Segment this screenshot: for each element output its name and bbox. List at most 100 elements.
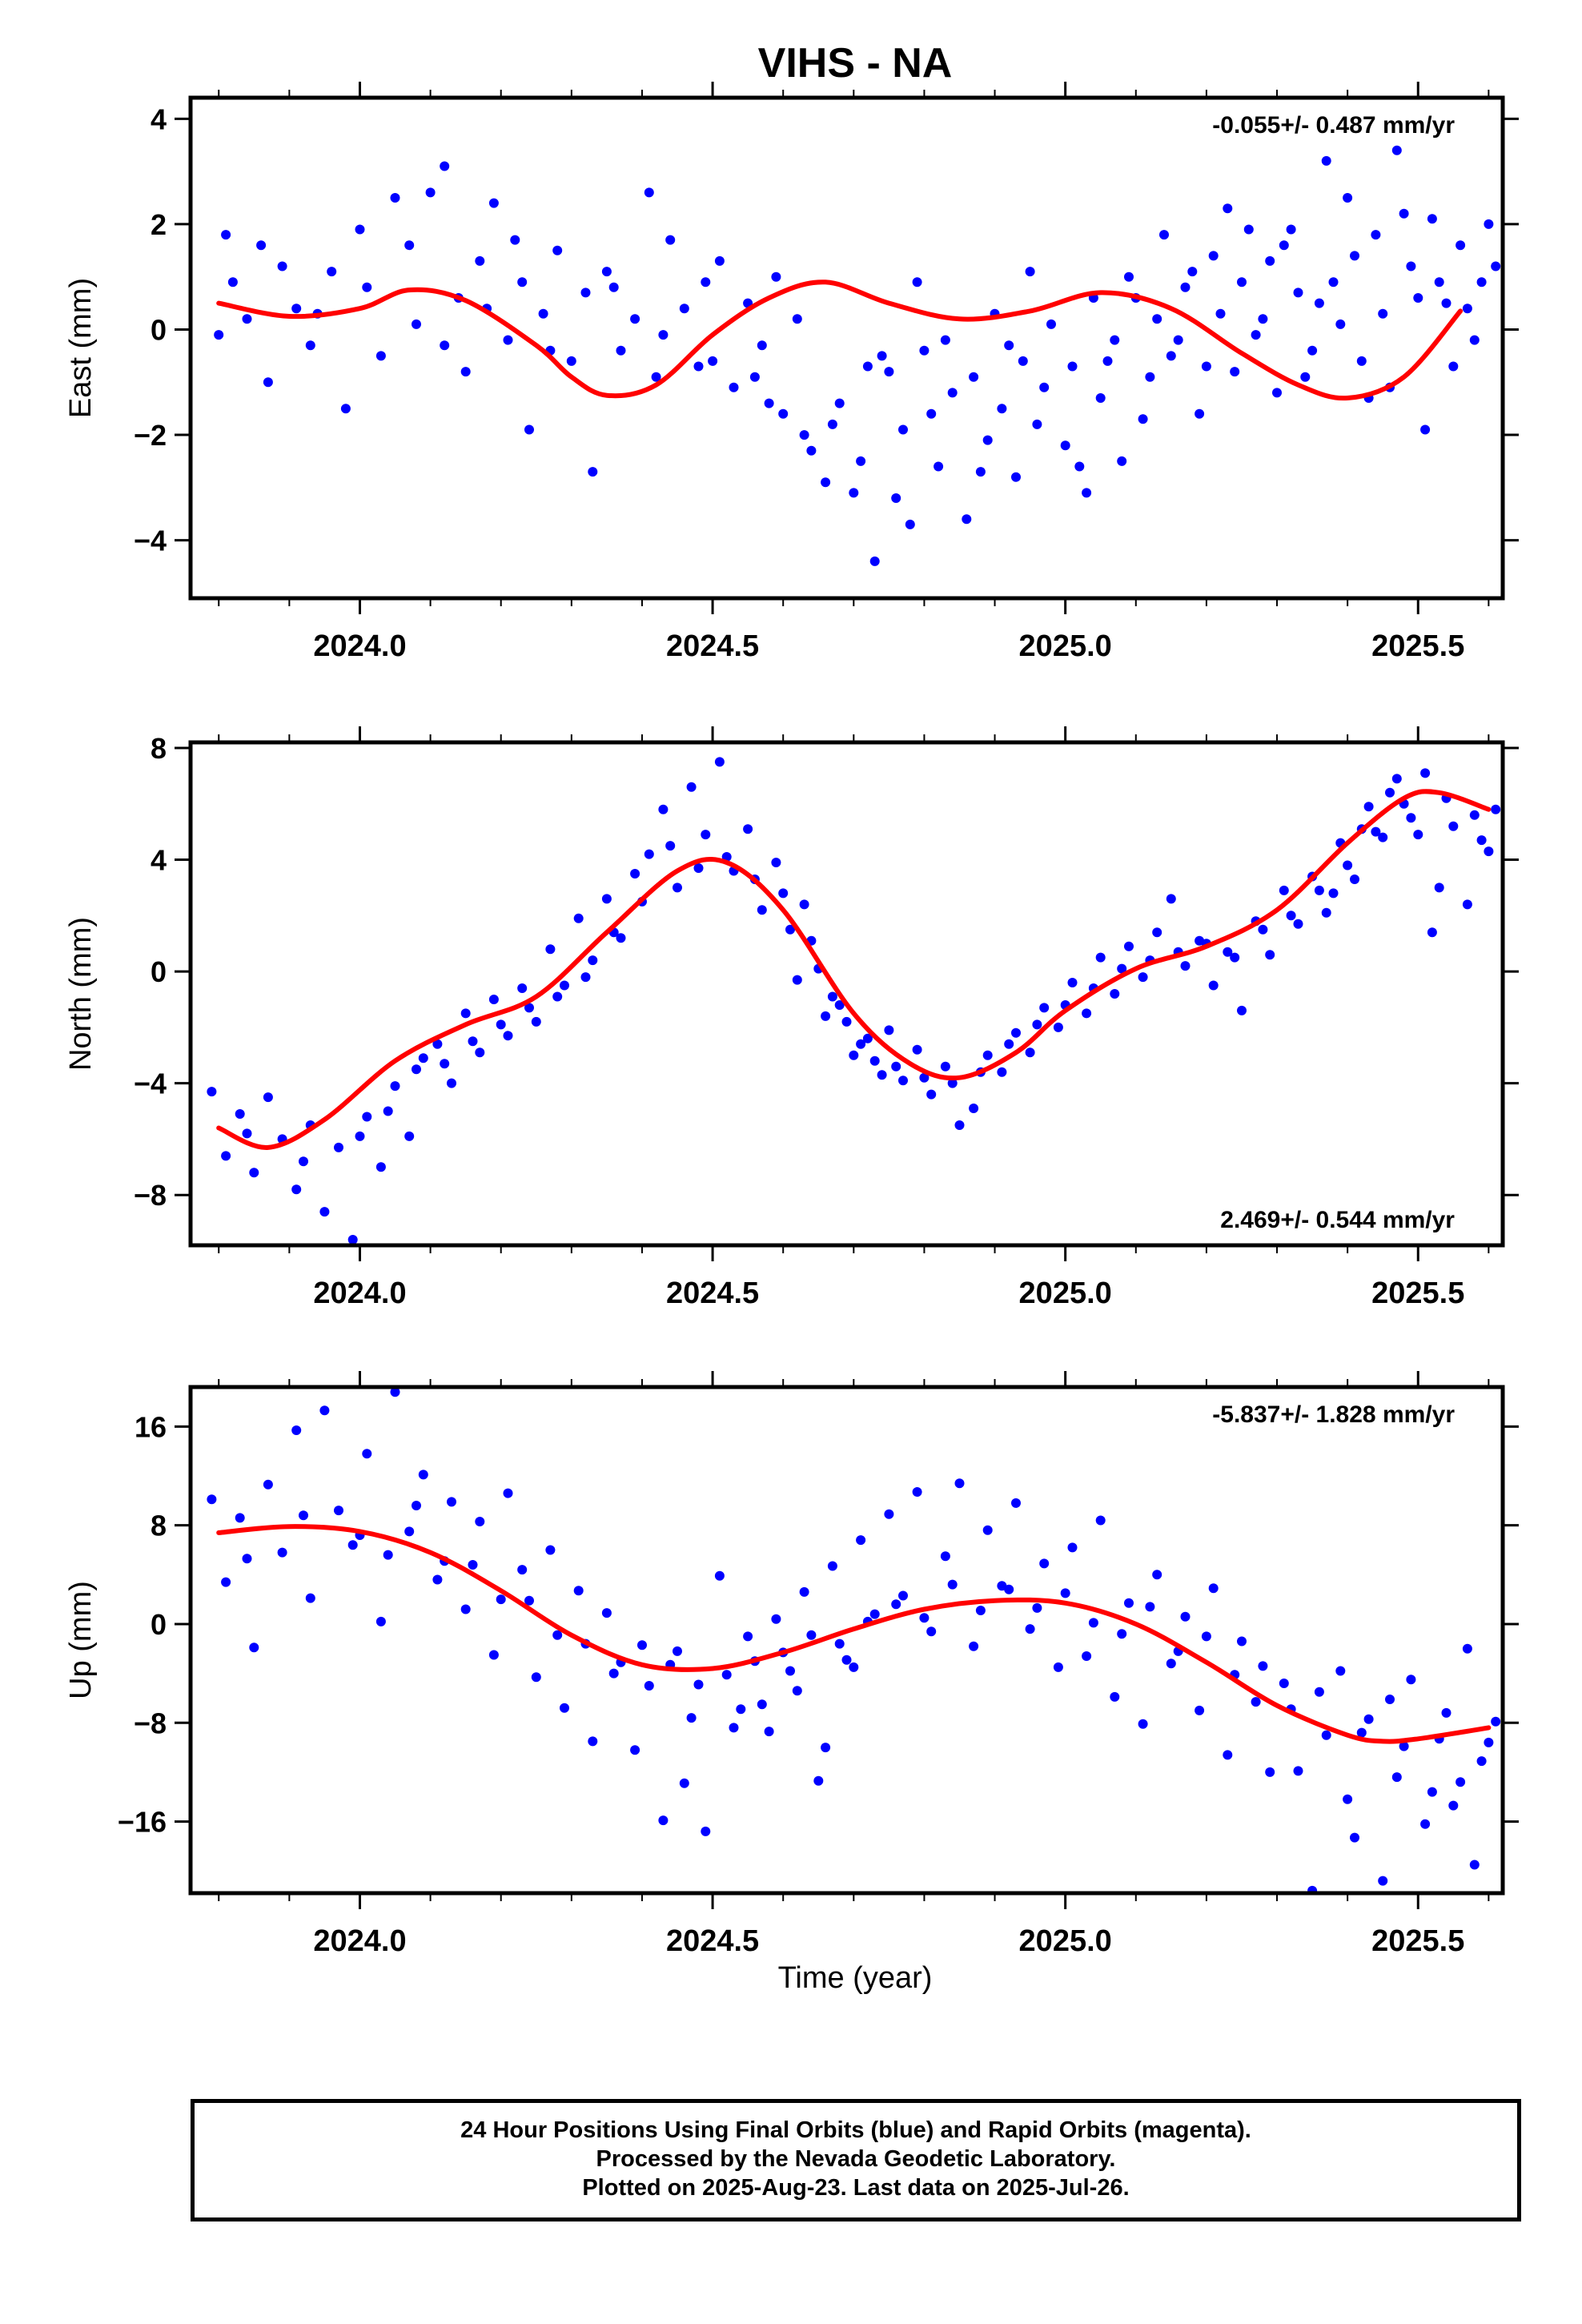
up-data-point (1469, 1860, 1480, 1870)
east-data-point (849, 488, 859, 498)
caption-line-2: Processed by the Nevada Geodetic Laborat… (596, 2146, 1116, 2172)
up-data-point (926, 1626, 937, 1637)
caption-line-1: 24 Hour Positions Using Final Orbits (bl… (460, 2117, 1251, 2143)
up-frame (188, 1385, 1505, 1896)
north-data-point (355, 1131, 365, 1141)
north-data-point (1039, 1003, 1050, 1013)
up-data-point (1343, 1794, 1353, 1804)
up-data-point (1067, 1542, 1078, 1553)
north-data-point (969, 1104, 979, 1113)
east-data-point (327, 267, 337, 277)
east-data-point (227, 277, 238, 287)
north-data-point (1484, 846, 1494, 857)
up-data-point (806, 1630, 817, 1640)
north-data-point (919, 1072, 930, 1083)
x-axis-label: Time (year) (778, 1961, 933, 1995)
east-data-point (884, 367, 894, 377)
east-data-point (1484, 219, 1494, 229)
up-data-point (468, 1560, 478, 1570)
east-data-point (1004, 340, 1014, 351)
east-data-point (1343, 193, 1353, 203)
up-data-point (947, 1579, 958, 1590)
up-data-point (545, 1545, 556, 1555)
east-data-point (1138, 414, 1148, 424)
north-data-point (1491, 804, 1501, 814)
east-y-tick-label: 2 (151, 208, 167, 241)
up-data-point (721, 1670, 732, 1680)
up-x-tick-label: 2024.5 (666, 1924, 759, 1958)
up-data-point (1385, 1695, 1395, 1704)
up-data-point (475, 1517, 485, 1526)
east-data-point (862, 361, 873, 372)
east-data-point (277, 261, 287, 271)
up-data-point (1166, 1659, 1176, 1669)
north-data-point (1032, 1019, 1042, 1030)
north-data-point (432, 1039, 443, 1049)
east-data-point (1321, 155, 1331, 166)
east-data-point (1110, 335, 1120, 345)
north-data-point (412, 1064, 421, 1075)
east-data-point (1124, 271, 1134, 282)
north-data-point (496, 1019, 506, 1030)
north-data-point (869, 1055, 880, 1066)
east-data-point (1237, 277, 1247, 287)
up-data-point (531, 1672, 541, 1683)
east-data-point (926, 408, 937, 419)
up-data-point (383, 1550, 393, 1560)
east-data-point (221, 230, 231, 240)
north-data-point (1343, 860, 1353, 870)
up-data-point (496, 1594, 506, 1605)
east-data-point (1082, 488, 1092, 498)
north-data-point (249, 1168, 259, 1178)
north-data-point (1469, 810, 1480, 820)
east-data-point (1223, 203, 1233, 214)
up-data-point (291, 1425, 302, 1435)
up-data-point (447, 1497, 456, 1507)
north-data-point (792, 975, 802, 985)
north-data-point (940, 1061, 950, 1072)
up-data-point (701, 1826, 711, 1836)
up-data-point (1279, 1679, 1289, 1688)
east-data-point (1441, 298, 1452, 308)
north-data-point (714, 757, 725, 767)
east-data-point (1265, 255, 1275, 266)
caption-line-3: Plotted on 2025-Aug-23. Last data on 202… (582, 2175, 1130, 2201)
east-data-point (1145, 372, 1155, 382)
north-data-point (856, 1039, 866, 1049)
up-data-point (588, 1736, 598, 1747)
north-data-point (1350, 875, 1359, 884)
north-data-point (221, 1151, 231, 1161)
east-data-point (1350, 251, 1359, 261)
north-data-point (299, 1156, 308, 1167)
north-data-point (418, 1053, 428, 1063)
up-data-point (1456, 1777, 1466, 1787)
up-data-point (673, 1646, 682, 1656)
north-y-tick-label: 8 (151, 732, 167, 765)
east-data-point (1201, 361, 1211, 372)
east-data-point (1102, 356, 1113, 366)
east-x-tick-label: 2024.0 (313, 629, 406, 663)
up-data-point (849, 1662, 859, 1672)
up-data-point (1258, 1661, 1268, 1671)
up-data-point (729, 1723, 739, 1733)
east-fit-curve (216, 279, 1464, 401)
north-data-point (877, 1070, 887, 1080)
north-frame (188, 740, 1505, 1248)
north-data-point (1237, 1005, 1247, 1015)
up-data-point (1011, 1498, 1021, 1508)
east-data-point (975, 467, 986, 477)
north-data-point (601, 894, 612, 904)
east-data-point (1187, 267, 1198, 277)
north-data-point (1413, 830, 1423, 840)
east-data-point (503, 335, 513, 345)
up-data-point (764, 1727, 774, 1737)
east-data-point (412, 319, 421, 329)
east-data-point (982, 435, 993, 445)
up-data-point (1321, 1730, 1331, 1740)
north-data-point (1095, 952, 1106, 963)
north-y-axis-label: North (mm) (64, 917, 98, 1071)
east-data-point (1032, 419, 1042, 429)
east-data-point (898, 424, 908, 435)
east-data-point (1456, 240, 1466, 251)
north-data-point (545, 944, 556, 955)
